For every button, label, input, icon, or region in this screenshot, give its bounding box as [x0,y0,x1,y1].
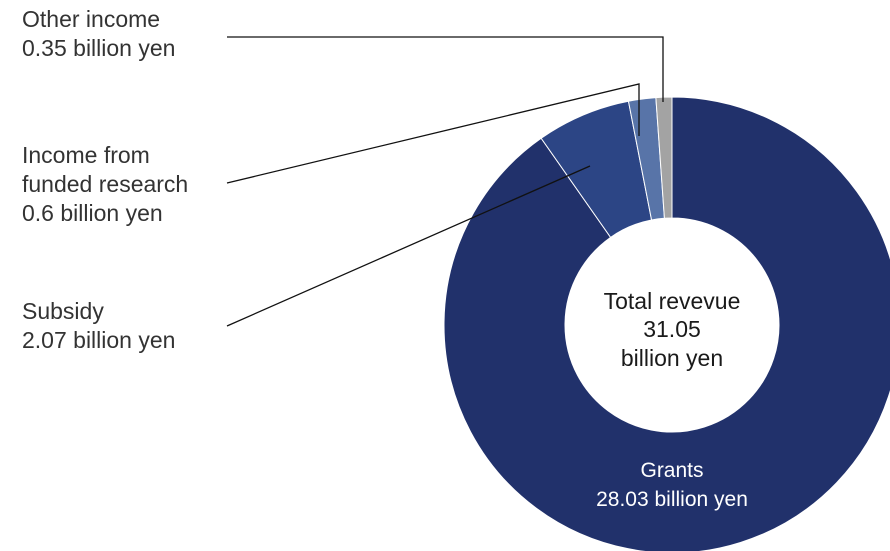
other-income-slice [655,96,673,219]
leader-lines [226,36,664,327]
funded-research-name-line-1: Income from [22,142,150,168]
subsidy-value: 2.07 billion yen [22,327,176,353]
funded-research-leader [226,83,640,184]
grants-slice-value: 28.03 billion yen [596,488,748,511]
other-income-value: 0.35 billion yen [22,35,176,61]
subsidy-name: Subsidy [22,298,104,324]
subsidy-leader [226,165,591,327]
other-income-leader [227,36,664,102]
center-label-line-3: billion yen [621,345,723,371]
center-label-line-1: Total revevue [604,288,741,314]
subsidy-label: Subsidy 2.07 billion yen [22,297,175,355]
funded-research-name-line-2: funded research [22,171,189,197]
other-income-name: Other income [22,6,161,32]
other-income-label: Other income 0.35 billion yen [22,5,175,63]
grants-slice [443,96,890,551]
donut-slices [443,96,890,551]
funded-research-value: 0.6 billion yen [22,200,163,226]
funded-research-label: Income from funded research 0.6 billion … [22,141,188,228]
center-label-line-2: 31.05 [643,316,701,342]
grants-slice-name: Grants [640,459,703,482]
